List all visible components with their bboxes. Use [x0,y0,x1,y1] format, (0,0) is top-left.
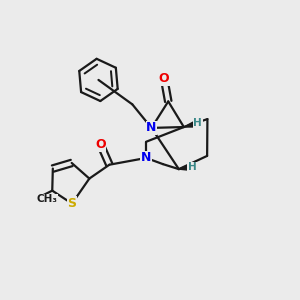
Polygon shape [184,120,199,127]
Text: O: O [159,72,170,85]
Polygon shape [179,164,193,171]
Text: H: H [188,162,197,172]
Text: CH₃: CH₃ [37,194,58,204]
Text: S: S [68,197,76,210]
Text: N: N [146,122,157,134]
Text: H: H [193,118,202,128]
Text: N: N [141,152,152,164]
Text: O: O [95,138,106,151]
